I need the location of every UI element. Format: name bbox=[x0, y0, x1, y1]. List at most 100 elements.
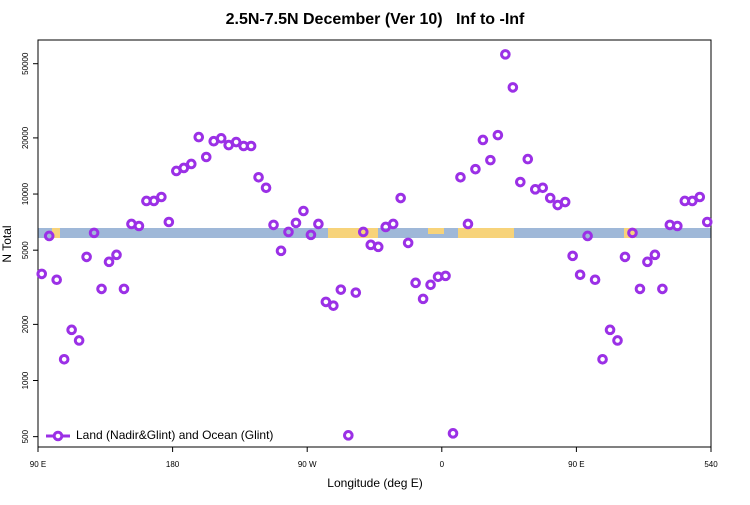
data-point bbox=[298, 205, 309, 217]
data-point bbox=[544, 192, 556, 204]
x-tick-label: 90 E bbox=[568, 460, 584, 469]
data-point bbox=[350, 287, 362, 298]
data-point bbox=[597, 353, 608, 365]
data-point bbox=[701, 216, 713, 228]
data-point bbox=[612, 335, 623, 346]
data-point bbox=[290, 217, 302, 229]
land-patch bbox=[428, 228, 444, 234]
data-point bbox=[66, 324, 77, 336]
data-point bbox=[51, 274, 62, 286]
data-point bbox=[492, 129, 504, 141]
data-point bbox=[73, 335, 85, 346]
x-tick-label: 0 bbox=[440, 460, 445, 469]
data-point bbox=[200, 151, 212, 163]
data-point bbox=[260, 182, 272, 194]
y-tick-label: 50000 bbox=[21, 52, 30, 75]
data-point bbox=[305, 229, 317, 241]
chart-title: 2.5N-7.5N December (Ver 10) Inf to -Inf bbox=[226, 11, 525, 28]
data-point bbox=[507, 82, 519, 93]
data-point bbox=[500, 49, 511, 60]
data-point bbox=[328, 300, 339, 311]
y-tick-label: 500 bbox=[21, 429, 30, 443]
data-point bbox=[574, 269, 586, 281]
data-point bbox=[604, 324, 616, 336]
y-axis-label: N Total bbox=[0, 225, 14, 262]
data-point bbox=[627, 227, 638, 239]
data-point bbox=[619, 251, 631, 263]
data-point bbox=[522, 153, 534, 165]
data-point bbox=[589, 274, 601, 286]
data-point bbox=[313, 218, 324, 230]
data-point bbox=[462, 218, 474, 230]
x-axis-label: Longitude (deg E) bbox=[327, 476, 422, 490]
data-point bbox=[245, 140, 257, 152]
data-point bbox=[215, 133, 227, 144]
data-point bbox=[275, 245, 287, 257]
y-tick-label: 5000 bbox=[21, 241, 30, 259]
data-point bbox=[185, 158, 197, 170]
data-point bbox=[118, 283, 130, 295]
land-patch bbox=[458, 228, 514, 238]
data-point bbox=[477, 134, 489, 146]
data-point bbox=[485, 154, 496, 166]
data-point bbox=[133, 220, 145, 232]
data-point bbox=[283, 226, 294, 238]
legend-label: Land (Nadir&Glint) and Ocean (Glint) bbox=[76, 428, 273, 442]
data-point bbox=[163, 216, 175, 228]
data-point bbox=[111, 249, 122, 261]
data-point bbox=[43, 230, 55, 242]
data-point bbox=[559, 196, 571, 208]
data-point bbox=[417, 293, 429, 305]
data-point bbox=[372, 241, 384, 253]
data-point bbox=[649, 249, 661, 261]
data-point bbox=[387, 218, 399, 230]
plot-frame bbox=[37, 39, 712, 448]
x-tick-label: 90 W bbox=[298, 460, 317, 469]
data-point bbox=[642, 256, 653, 268]
data-point bbox=[58, 353, 70, 365]
land-patch bbox=[52, 228, 60, 238]
data-point bbox=[425, 279, 436, 291]
y-tick-label: 2000 bbox=[21, 315, 30, 333]
x-tick-label: 540 bbox=[704, 460, 718, 469]
data-point bbox=[156, 191, 167, 203]
data-point bbox=[103, 256, 115, 268]
data-point bbox=[230, 136, 242, 148]
data-point bbox=[343, 430, 354, 441]
x-tick-label: 90 E bbox=[30, 460, 46, 469]
data-point bbox=[88, 227, 100, 239]
data-point bbox=[253, 171, 264, 183]
x-tick-label: 180 bbox=[166, 460, 180, 469]
data-point bbox=[657, 283, 668, 295]
data-point bbox=[193, 131, 205, 143]
data-point bbox=[582, 230, 593, 242]
y-tick-label: 1000 bbox=[21, 371, 30, 389]
land-patch bbox=[328, 228, 378, 238]
data-point bbox=[672, 220, 683, 232]
data-point bbox=[470, 163, 481, 175]
data-point bbox=[268, 219, 279, 231]
data-point bbox=[410, 277, 421, 289]
data-point bbox=[567, 250, 578, 262]
data-point bbox=[455, 171, 466, 183]
data-point bbox=[357, 226, 369, 238]
data-point bbox=[537, 182, 549, 194]
data-point bbox=[515, 176, 526, 188]
data-point bbox=[402, 237, 414, 249]
data-point bbox=[81, 251, 92, 263]
data-point bbox=[395, 192, 406, 204]
data-point bbox=[440, 270, 451, 282]
data-point bbox=[694, 191, 706, 203]
y-tick-label: 20000 bbox=[21, 126, 30, 149]
data-point bbox=[634, 283, 646, 295]
data-point bbox=[148, 195, 160, 207]
data-point bbox=[447, 428, 459, 439]
data-point bbox=[335, 284, 347, 295]
data-point bbox=[36, 268, 48, 280]
legend-marker bbox=[52, 430, 64, 442]
data-point bbox=[96, 283, 107, 295]
y-tick-label: 10000 bbox=[21, 182, 30, 205]
data-point bbox=[178, 162, 190, 174]
